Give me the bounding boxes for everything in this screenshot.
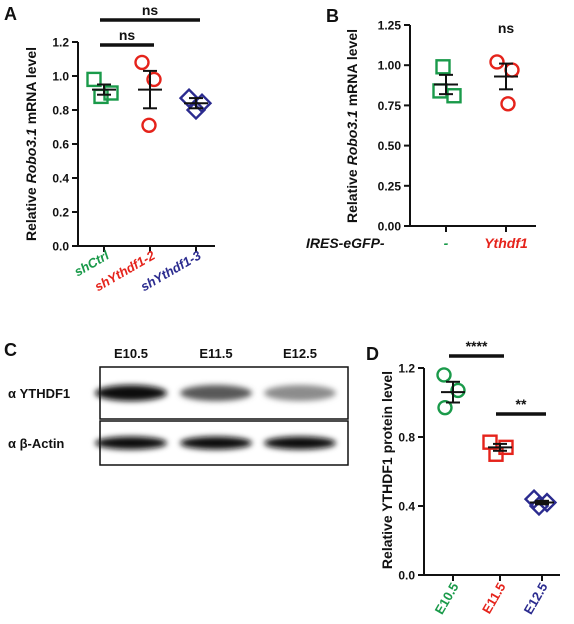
- y-tick-label: 0.4: [398, 500, 415, 514]
- y-tick-label: 1.2: [398, 362, 415, 376]
- y-tick-label: 0.50: [378, 139, 402, 153]
- y-tick-label: 0.75: [378, 99, 402, 113]
- x-tick-label: E10.5: [432, 580, 462, 617]
- data-point: [450, 382, 466, 399]
- blot-band: [95, 385, 167, 401]
- chart-d-y-axis-label: Relative YTHDF1 protein level: [379, 371, 395, 569]
- significance-label: **: [516, 396, 527, 412]
- x-tick-label: E11.5: [479, 580, 509, 616]
- x-tick-label: E12.5: [521, 580, 551, 617]
- data-point: [446, 88, 462, 104]
- y-tick-label: 0.2: [52, 206, 69, 220]
- data-point: [436, 367, 452, 383]
- blot-row-label: α YTHDF1: [8, 386, 70, 401]
- y-tick-label: 0.8: [52, 104, 69, 118]
- data-point: [146, 71, 162, 88]
- data-point: [185, 99, 207, 121]
- blot-band: [264, 436, 336, 450]
- data-point: [134, 54, 150, 71]
- western-blot: E10.5 E11.5 E12.5 α YTHDF1 α β-Actin: [8, 346, 349, 466]
- significance-label: ns: [119, 27, 136, 43]
- significance-label: ns: [142, 2, 159, 18]
- y-tick-label: 0.0: [52, 240, 69, 254]
- y-tick-label: 1.0: [52, 70, 69, 84]
- y-tick-label: 0.8: [398, 431, 415, 445]
- y-tick-label: 1.00: [378, 59, 402, 73]
- y-tick-label: 0.6: [52, 138, 69, 152]
- chart-d: 0.00.40.81.2 ****** Relative YTHDF1 prot…: [379, 338, 560, 617]
- panel-label-c: C: [4, 340, 17, 360]
- chart-b: 0.00 0.25 0.50 0.75 1.00 1.25 ns Relative Rob…: [306, 19, 536, 251]
- blot-band: [95, 436, 167, 450]
- data-point: [504, 62, 520, 78]
- data-point: [435, 59, 451, 75]
- data-point: [141, 117, 157, 134]
- data-point: [437, 399, 453, 416]
- x-tick-label: Ythdf1: [484, 235, 528, 251]
- blot-band: [264, 385, 336, 401]
- blot-band: [180, 436, 252, 450]
- data-point: [178, 87, 200, 109]
- y-tick-label: 1.2: [52, 36, 69, 50]
- blot-lane-label: E10.5: [114, 346, 148, 361]
- panel-label-d: D: [366, 344, 379, 364]
- panel-label-a: A: [4, 4, 17, 24]
- y-tick-label: 0.00: [378, 220, 402, 234]
- y-tick-label: 1.25: [378, 19, 402, 33]
- blot-lane-label: E11.5: [199, 346, 232, 361]
- data-point: [432, 83, 448, 99]
- chart-b-group-axis-label: IRES-eGFP-: [306, 235, 385, 251]
- chart-b-y-axis-label: Relative Robo3.1 mRNA level: [344, 29, 360, 223]
- chart-a-y-axis-label: Relative Robo3.1 mRNA level: [23, 47, 39, 241]
- y-tick-label: 0.25: [378, 179, 402, 193]
- panel-label-b: B: [326, 6, 339, 26]
- data-point: [489, 54, 505, 70]
- blot-band: [180, 385, 252, 401]
- data-point: [86, 71, 102, 88]
- significance-label: ns: [498, 20, 515, 36]
- significance-label: ****: [466, 338, 488, 354]
- blot-lane-label: E12.5: [283, 346, 317, 361]
- y-tick-label: 0.4: [52, 172, 69, 186]
- data-point: [523, 488, 545, 510]
- x-tick-label: -: [444, 235, 449, 251]
- y-tick-label: 0.0: [398, 569, 415, 583]
- blot-row-label: α β-Actin: [8, 436, 64, 451]
- data-point: [500, 96, 516, 112]
